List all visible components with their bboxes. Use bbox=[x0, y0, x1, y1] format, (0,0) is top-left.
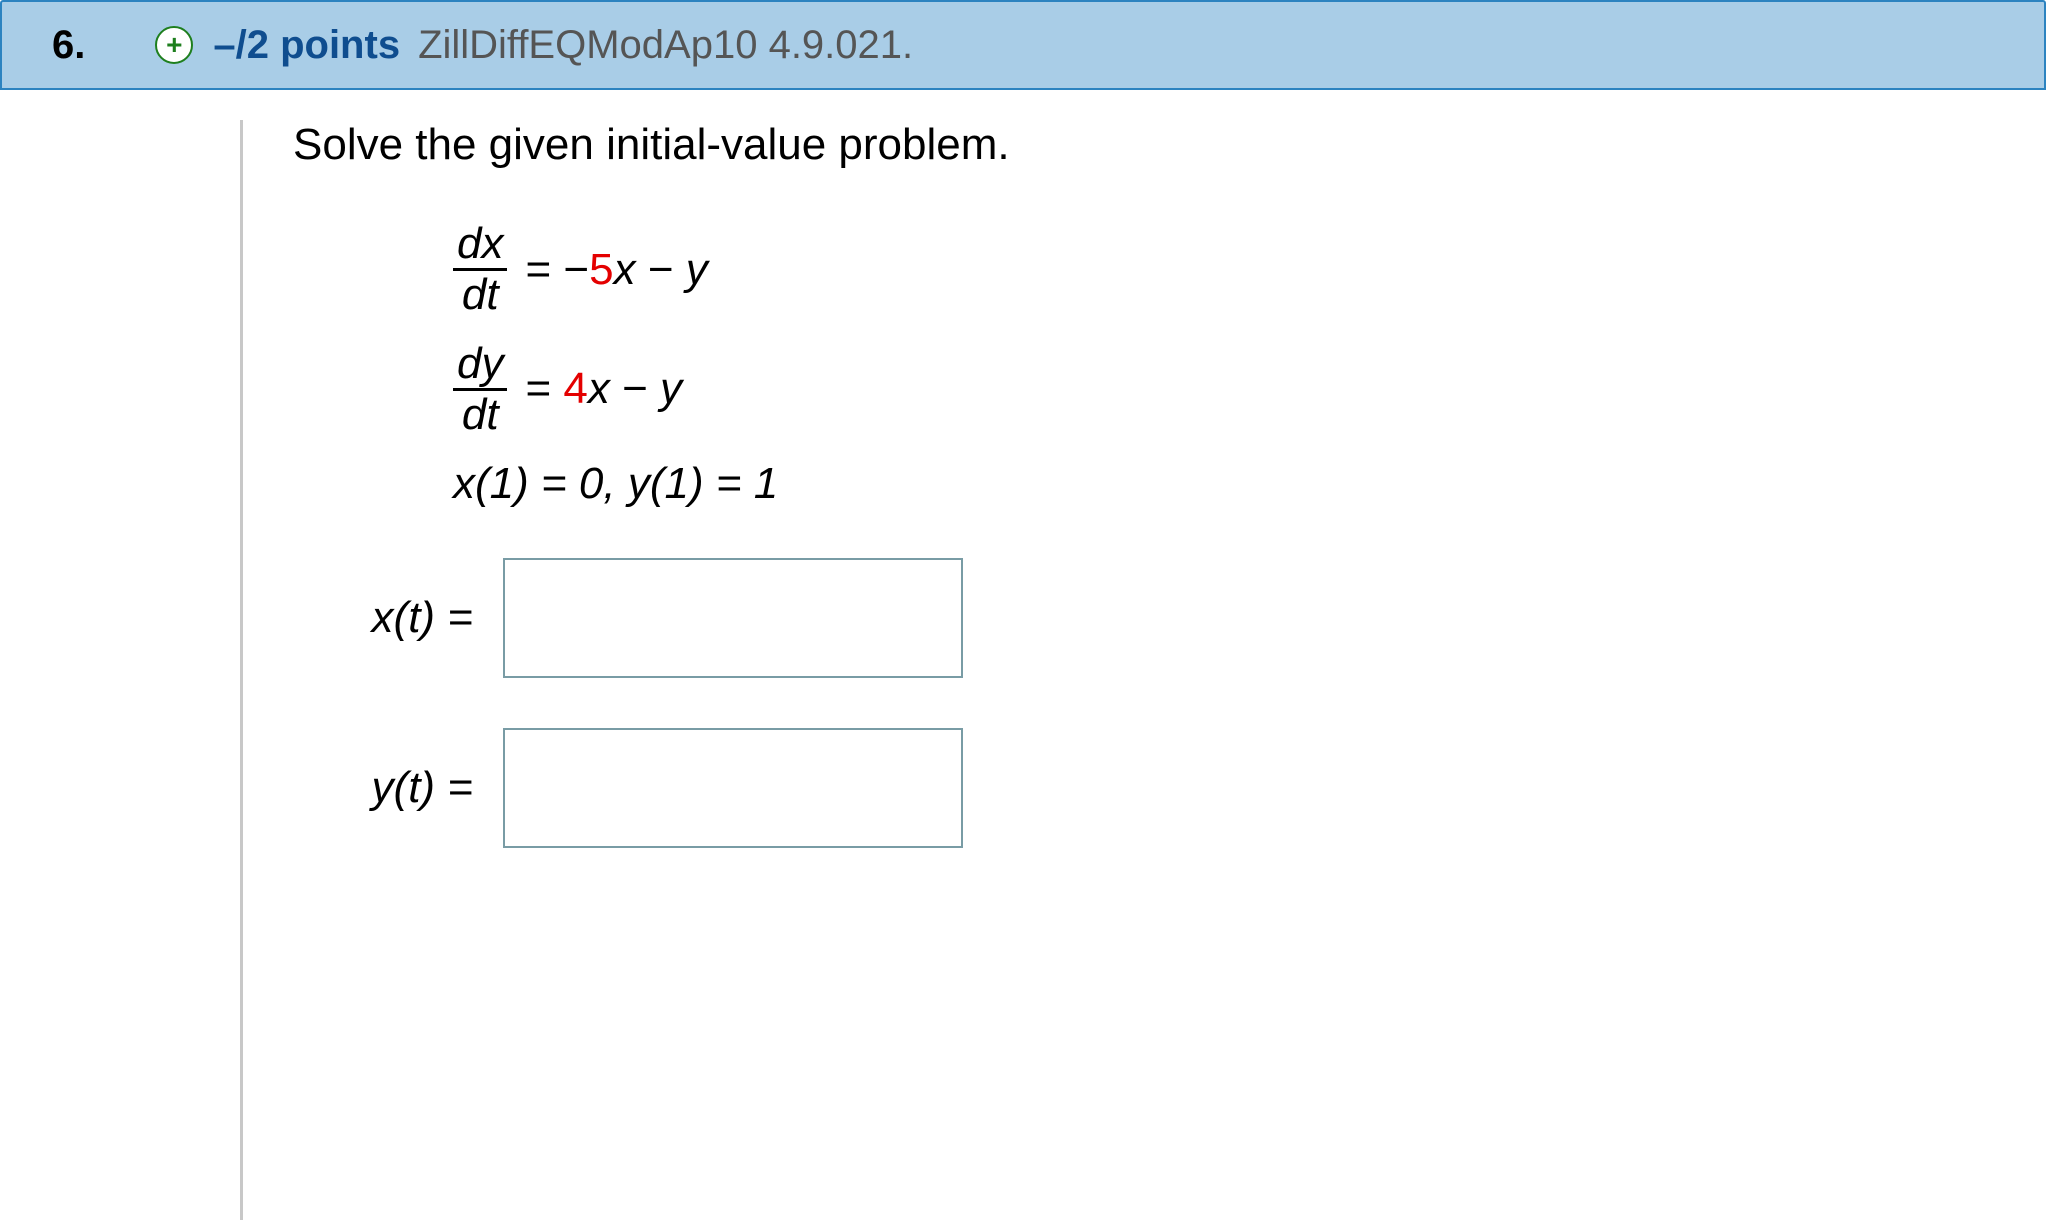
expand-icon[interactable]: + bbox=[155, 26, 193, 64]
equation-1: dx dt = −5x − y bbox=[453, 220, 2046, 320]
main-content: Solve the given initial-value problem. d… bbox=[240, 120, 2046, 1220]
question-body: Solve the given initial-value problem. d… bbox=[0, 90, 2046, 1220]
eq1-rhs: = −5x − y bbox=[525, 246, 707, 294]
parameter-5: 5 bbox=[589, 245, 613, 294]
question-number: 6. bbox=[52, 23, 85, 68]
question-container: 6. + –/2 points ZillDiffEQModAp10 4.9.02… bbox=[0, 0, 2046, 1220]
points-label[interactable]: –/2 points bbox=[213, 23, 400, 68]
x-label: x(t) = bbox=[293, 593, 473, 643]
equation-2: dy dt = 4x − y bbox=[453, 340, 2046, 440]
equation-block: dx dt = −5x − y dy dt = 4x − y bbox=[453, 220, 2046, 508]
y-label: y(t) = bbox=[293, 763, 473, 813]
answer-row-x: x(t) = bbox=[293, 558, 2046, 678]
parameter-4: 4 bbox=[563, 364, 587, 413]
fraction-dy-dt: dy dt bbox=[453, 340, 507, 440]
x-answer-input[interactable] bbox=[503, 558, 963, 678]
left-gutter bbox=[0, 120, 240, 1220]
problem-prompt: Solve the given initial-value problem. bbox=[293, 120, 2046, 170]
eq2-rhs: = 4x − y bbox=[525, 365, 682, 413]
question-header: 6. + –/2 points ZillDiffEQModAp10 4.9.02… bbox=[0, 0, 2046, 90]
fraction-dx-dt: dx dt bbox=[453, 220, 507, 320]
answer-row-y: y(t) = bbox=[293, 728, 2046, 848]
y-answer-input[interactable] bbox=[503, 728, 963, 848]
textbook-reference: ZillDiffEQModAp10 4.9.021. bbox=[418, 23, 913, 68]
initial-conditions: x(1) = 0, y(1) = 1 bbox=[453, 460, 2046, 508]
